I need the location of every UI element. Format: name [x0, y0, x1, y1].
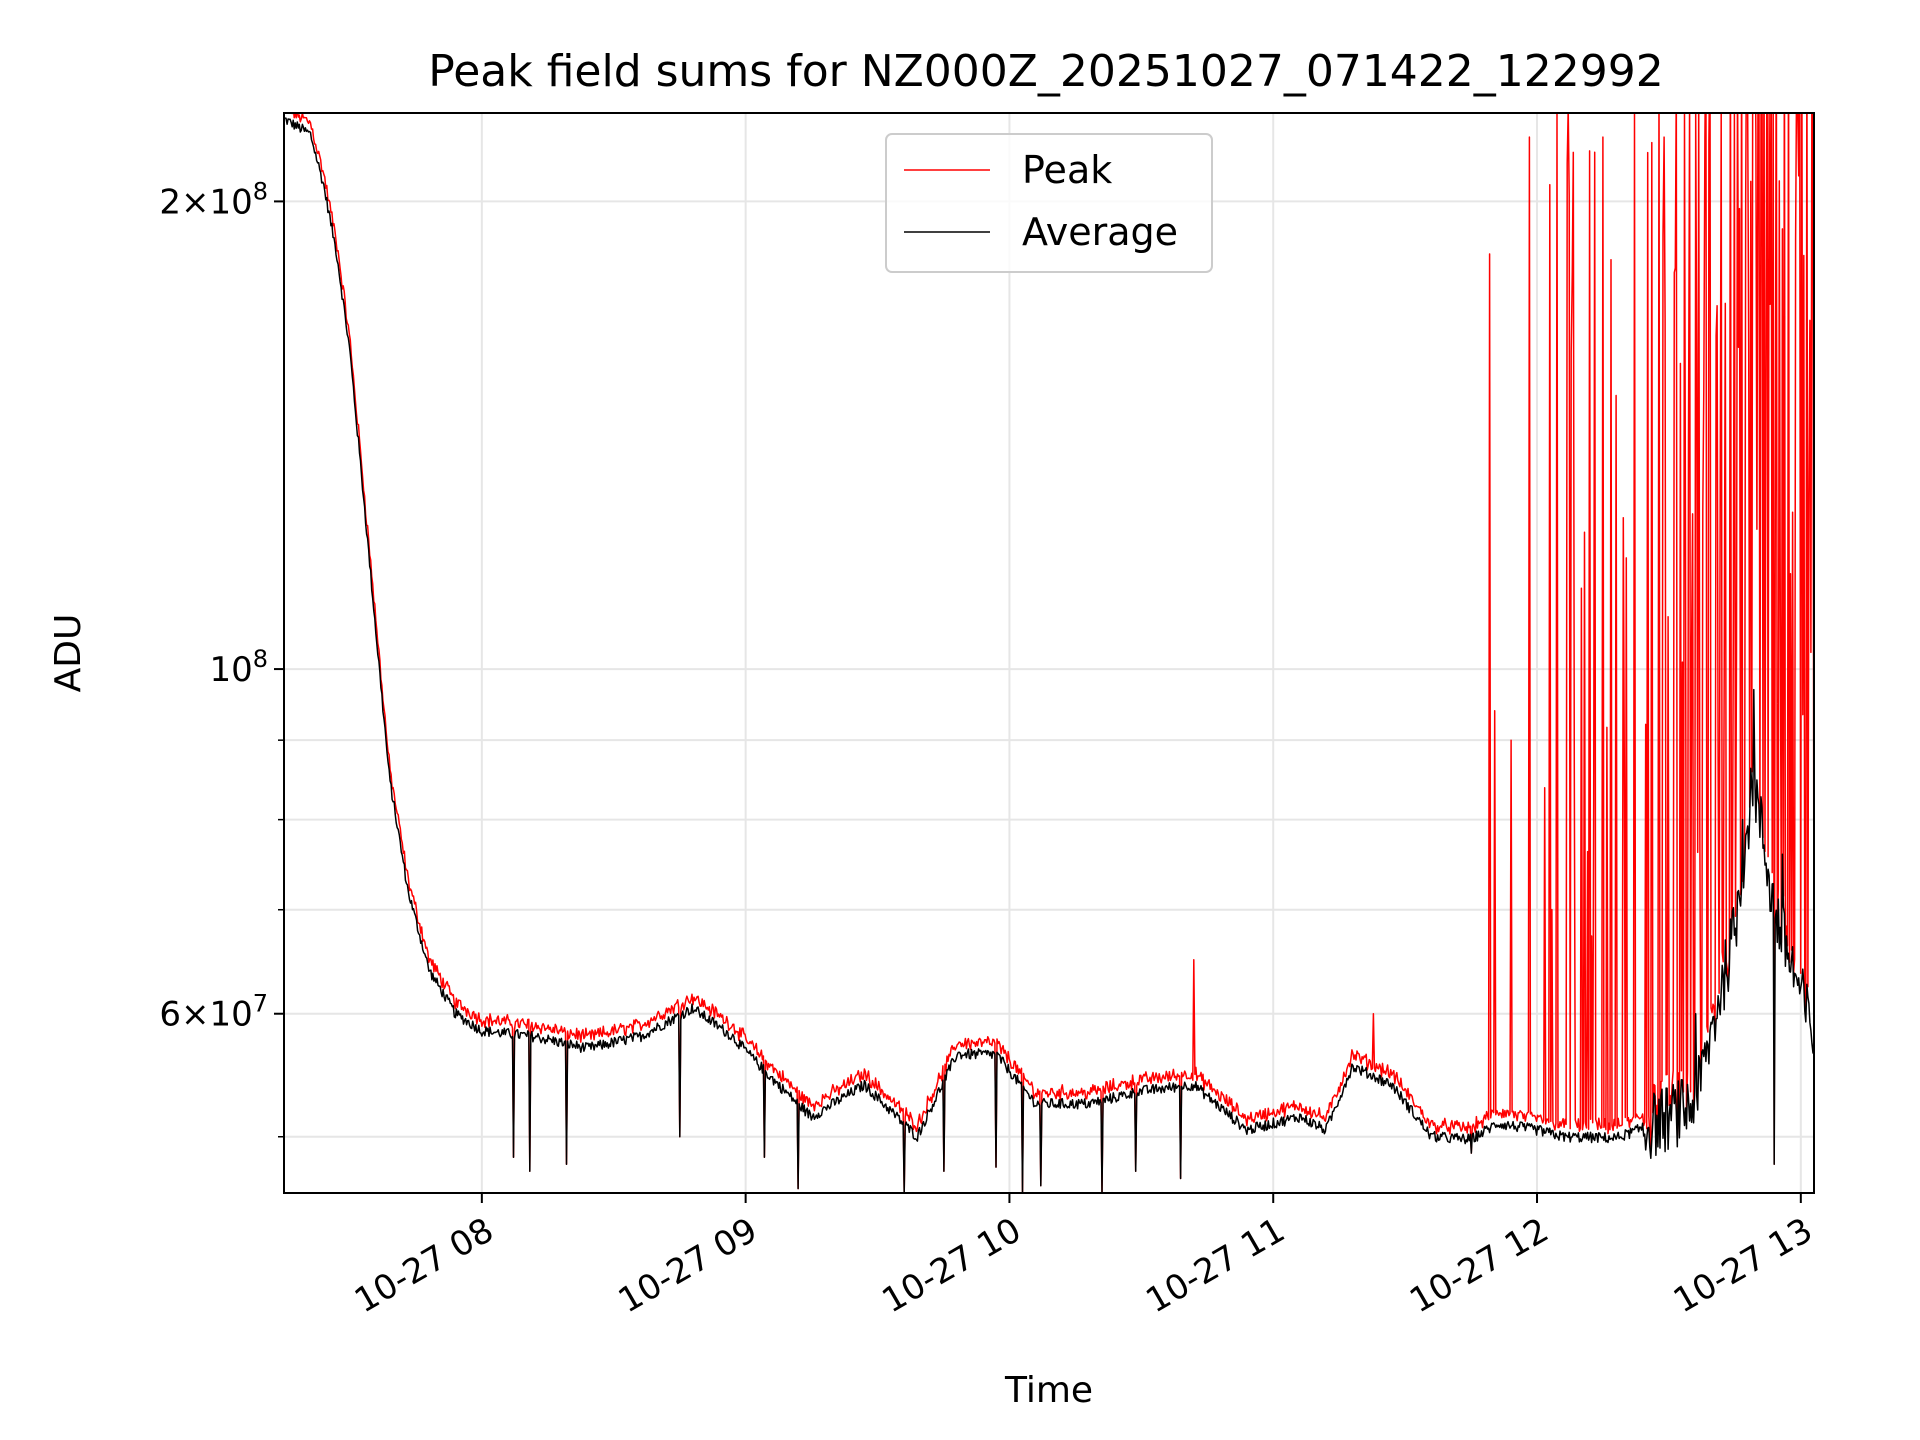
- x-axis-label: Time: [1004, 1370, 1093, 1411]
- series-average-line: [284, 116, 1814, 1193]
- legend-box: [885, 133, 1213, 273]
- series-group: [284, 113, 1814, 1193]
- plot-frame: [283, 112, 1815, 1194]
- legend-peak-label: Peak: [1022, 148, 1112, 192]
- series-peak-line: [290, 113, 1814, 1193]
- y-tick-label: 2×108: [159, 177, 268, 222]
- legend: Peak Average: [885, 133, 1213, 273]
- chart-title: Peak field sums for NZ000Z_20251027_0714…: [428, 46, 1664, 97]
- legend-average-label: Average: [1022, 210, 1178, 254]
- y-axis-label: ADU: [48, 614, 89, 693]
- y-tick-label: 6×107: [159, 990, 268, 1035]
